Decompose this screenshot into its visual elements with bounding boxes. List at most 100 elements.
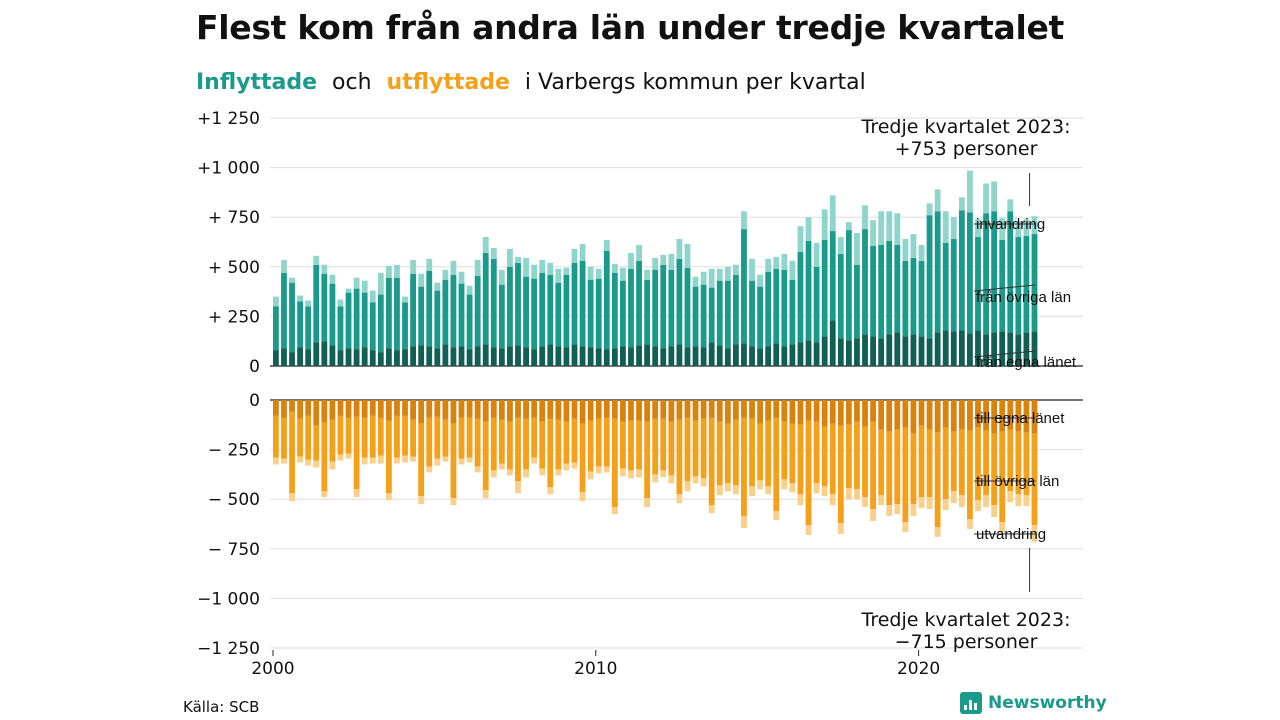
inflow-bar — [837, 253, 844, 339]
outflow-bar — [289, 400, 295, 412]
outflow-bar — [773, 400, 780, 418]
series-label-inflow: invandring — [976, 216, 1045, 233]
outflow-bar — [515, 400, 521, 418]
inflow-bar — [716, 345, 723, 366]
outflow-bar — [628, 420, 634, 471]
outflow-bar — [918, 497, 925, 509]
outflow-bar — [854, 421, 860, 490]
inflow-bar — [644, 344, 651, 366]
outflow-bar — [837, 400, 844, 426]
outflow-bar — [692, 400, 699, 421]
outflow-bar — [716, 485, 723, 496]
outflow-bar — [377, 400, 384, 418]
inflow-bar — [805, 340, 812, 366]
inflow-bar — [910, 334, 917, 366]
inflow-bar — [337, 299, 344, 307]
outflow-bar — [273, 457, 279, 465]
outflow-bar — [458, 400, 465, 418]
outflow-bar — [273, 415, 279, 458]
inflow-bar — [983, 183, 989, 214]
inflow-bar — [628, 252, 634, 269]
inflow-bar — [749, 280, 755, 347]
inflow-bar — [450, 274, 457, 348]
inflow-bar — [515, 345, 521, 366]
inflow-bar — [490, 247, 497, 259]
subtitle-and: och — [332, 70, 372, 95]
outflow-bar — [563, 463, 570, 471]
inflow-bar — [692, 276, 699, 287]
inflow-bar — [377, 352, 384, 366]
outflow-bar — [821, 486, 828, 497]
inflow-bar — [870, 220, 876, 246]
inflow-bar — [757, 274, 764, 287]
outflow-bar — [442, 419, 449, 457]
inflow-bar — [426, 258, 433, 271]
outflow-bar — [789, 400, 796, 424]
inflow-bar — [983, 334, 989, 366]
inflow-bar — [878, 211, 885, 245]
inflow-bar — [563, 274, 570, 348]
outflow-bar — [732, 400, 739, 420]
inflow-bar — [813, 242, 820, 267]
outflow-bar — [1031, 400, 1038, 434]
outflow-bar — [668, 421, 675, 476]
outflow-bar — [482, 400, 489, 422]
inflow-bar — [515, 256, 521, 263]
inflow-bar — [426, 346, 433, 366]
inflow-bar — [999, 331, 1006, 366]
outflow-bar — [587, 400, 594, 421]
inflow-bar — [595, 278, 602, 349]
outflow-bar — [450, 498, 457, 506]
outflow-bar — [281, 400, 287, 418]
outflow-bar — [732, 485, 739, 495]
inflow-bar — [385, 265, 392, 278]
inflow-bar — [918, 336, 925, 366]
outflow-bar — [281, 417, 287, 459]
outflow-bar — [967, 400, 973, 431]
inflow-bar — [563, 347, 570, 366]
outflow-bar — [652, 474, 659, 483]
inflow-bar — [821, 209, 828, 241]
outflow-bar — [353, 400, 360, 417]
outflow-bar — [498, 463, 505, 470]
series-label-outflow: utvandring — [976, 526, 1046, 543]
outflow-bar — [999, 522, 1006, 532]
outflow-bar — [539, 400, 546, 422]
outflow-bar — [1015, 431, 1022, 495]
inflow-bar — [587, 279, 594, 348]
inflow-bar — [644, 279, 651, 345]
outflow-bar — [934, 400, 941, 433]
outflow-bar — [1007, 491, 1014, 503]
outflow-bar — [474, 466, 481, 473]
inflow-bar — [434, 348, 441, 366]
inflow-bar — [870, 336, 876, 366]
inflow-bar — [466, 294, 473, 350]
outflow-bar — [1015, 494, 1022, 507]
outflow-bar — [910, 400, 917, 434]
annotation-bottom-line2: −715 personer — [895, 631, 1038, 653]
inflow-bar — [1023, 219, 1030, 237]
inflow-bar — [789, 279, 796, 345]
inflow-bar — [442, 344, 449, 366]
inflow-bar — [991, 332, 998, 366]
outflow-bar — [724, 483, 731, 492]
inflow-bar — [337, 350, 344, 366]
outflow-bar — [700, 478, 707, 487]
outflow-bar — [329, 461, 336, 470]
outflow-bar — [603, 417, 610, 467]
outflow-bar — [1023, 400, 1030, 433]
outflow-bar — [531, 417, 538, 458]
inflow-bar — [942, 242, 949, 331]
inflow-bar — [660, 264, 667, 349]
inflow-bar — [385, 348, 392, 366]
inflow-bar — [353, 349, 360, 366]
outflow-bar — [878, 429, 885, 496]
inflow-bar — [603, 349, 610, 366]
outflow-bar — [531, 400, 538, 418]
inflow-bar — [862, 334, 868, 366]
inflow-bar — [507, 248, 513, 267]
outflow-bar — [281, 458, 287, 464]
inflow-bar — [547, 262, 554, 275]
inflow-bar — [1023, 332, 1030, 366]
outflow-bar — [466, 400, 473, 418]
